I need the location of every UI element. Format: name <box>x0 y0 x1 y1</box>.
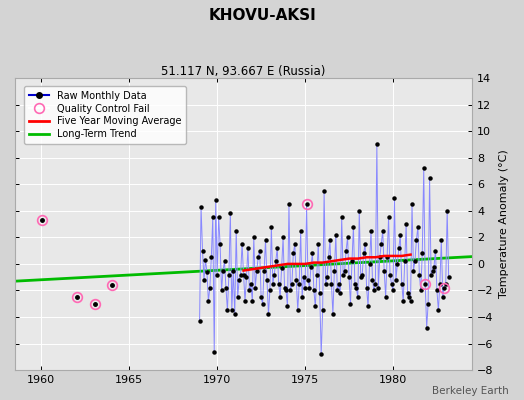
Legend: Raw Monthly Data, Quality Control Fail, Five Year Moving Average, Long-Term Tren: Raw Monthly Data, Quality Control Fail, … <box>25 86 186 144</box>
Text: KHOVU-AKSI: KHOVU-AKSI <box>208 8 316 23</box>
Title: 51.117 N, 93.667 E (Russia): 51.117 N, 93.667 E (Russia) <box>161 65 326 78</box>
Y-axis label: Temperature Anomaly (°C): Temperature Anomaly (°C) <box>499 150 509 298</box>
Text: Berkeley Earth: Berkeley Earth <box>432 386 508 396</box>
